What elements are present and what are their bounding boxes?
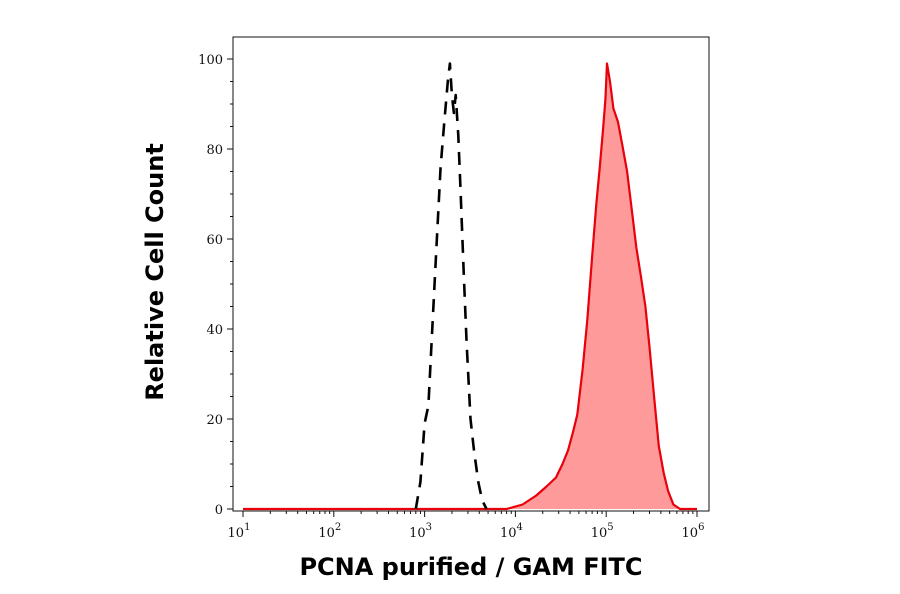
x-tick-label: 103 [409, 522, 432, 541]
plot-frame [232, 36, 710, 512]
dashed-series-line [414, 62, 488, 510]
y-tick-label: 0 [215, 503, 223, 518]
area-fill [243, 63, 697, 509]
minor-ticks [230, 81, 694, 514]
x-axis-ticks: 101 102 103 104 105 106 [228, 511, 705, 541]
y-tick-label: 60 [206, 233, 223, 248]
x-tick-label: 105 [591, 522, 614, 541]
y-tick-label: 100 [198, 53, 223, 68]
y-axis-title: Relative Cell Count [141, 143, 169, 401]
series-layer [243, 62, 697, 511]
area-outline [243, 62, 697, 511]
y-tick-label: 40 [206, 323, 223, 338]
x-tick-label: 101 [228, 522, 251, 541]
y-tick-label: 80 [206, 143, 223, 158]
x-tick-label: 102 [318, 522, 341, 541]
x-axis-title: PCNA purified / GAM FITC [299, 553, 642, 581]
x-tick-label: 106 [682, 522, 705, 541]
y-axis-ticks: 0 20 40 60 80 100 [198, 53, 233, 518]
x-tick-label: 104 [500, 522, 523, 541]
y-tick-label: 20 [206, 413, 223, 428]
